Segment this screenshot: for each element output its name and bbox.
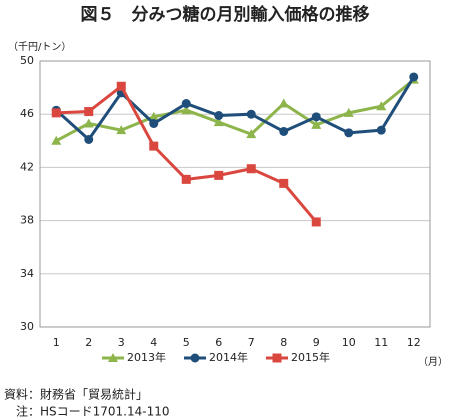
y-tick-label: 50 xyxy=(20,54,34,67)
note: 注：HSコード1701.14-110 xyxy=(4,404,170,419)
y-axis-label: （千円/トン） xyxy=(8,41,71,53)
marker xyxy=(51,108,61,118)
marker xyxy=(279,126,289,136)
x-tick-label: 7 xyxy=(248,336,255,349)
marker xyxy=(116,81,126,91)
marker xyxy=(148,111,159,121)
marker xyxy=(376,125,386,135)
y-tick-label: 30 xyxy=(20,320,34,333)
marker xyxy=(181,174,191,184)
marker xyxy=(343,107,354,117)
y-tick-label: 46 xyxy=(20,107,34,120)
y-tick-label: 42 xyxy=(20,160,34,173)
chart-title: 図５ 分みつ糖の月別輸入価格の推移 xyxy=(81,4,370,25)
marker xyxy=(51,135,62,145)
marker xyxy=(278,98,289,108)
marker xyxy=(84,107,94,117)
x-tick-label: 9 xyxy=(313,336,320,349)
x-axis-label: （月） xyxy=(418,356,448,368)
x-tick-label: 2 xyxy=(85,336,92,349)
marker xyxy=(246,164,256,174)
marker xyxy=(149,141,159,151)
x-tick-label: 11 xyxy=(374,336,388,349)
marker xyxy=(246,129,257,139)
marker xyxy=(311,217,321,227)
marker xyxy=(190,353,200,363)
x-tick-label: 12 xyxy=(407,336,421,349)
legend-label: 2014年 xyxy=(209,350,248,364)
marker xyxy=(108,353,118,362)
y-tick-label: 34 xyxy=(20,267,34,280)
note: 資料：財務省「貿易統計」 xyxy=(4,387,148,402)
x-tick-label: 4 xyxy=(150,336,157,349)
marker xyxy=(279,178,289,188)
marker xyxy=(83,118,94,128)
legend-label: 2015年 xyxy=(291,350,330,364)
y-tick-label: 38 xyxy=(20,214,34,227)
marker xyxy=(376,101,387,111)
line xyxy=(55,76,416,142)
marker xyxy=(246,109,256,119)
x-tick-label: 6 xyxy=(215,336,222,349)
marker xyxy=(344,128,354,138)
x-tick-label: 8 xyxy=(280,336,287,349)
marker xyxy=(311,112,321,122)
marker xyxy=(181,99,191,109)
marker xyxy=(272,353,282,363)
marker xyxy=(213,117,224,127)
line xyxy=(55,78,415,143)
x-tick-label: 10 xyxy=(342,336,356,349)
x-tick-label: 3 xyxy=(118,336,125,349)
marker xyxy=(116,125,127,135)
marker xyxy=(214,111,224,121)
marker xyxy=(311,119,322,129)
marker xyxy=(149,119,159,129)
marker xyxy=(181,105,192,115)
legend-label: 2013年 xyxy=(127,350,166,364)
x-tick-label: 1 xyxy=(53,336,60,349)
marker xyxy=(409,72,419,82)
plot-border xyxy=(39,60,431,328)
marker xyxy=(84,134,94,144)
x-tick-label: 5 xyxy=(183,336,190,349)
marker xyxy=(214,170,224,180)
